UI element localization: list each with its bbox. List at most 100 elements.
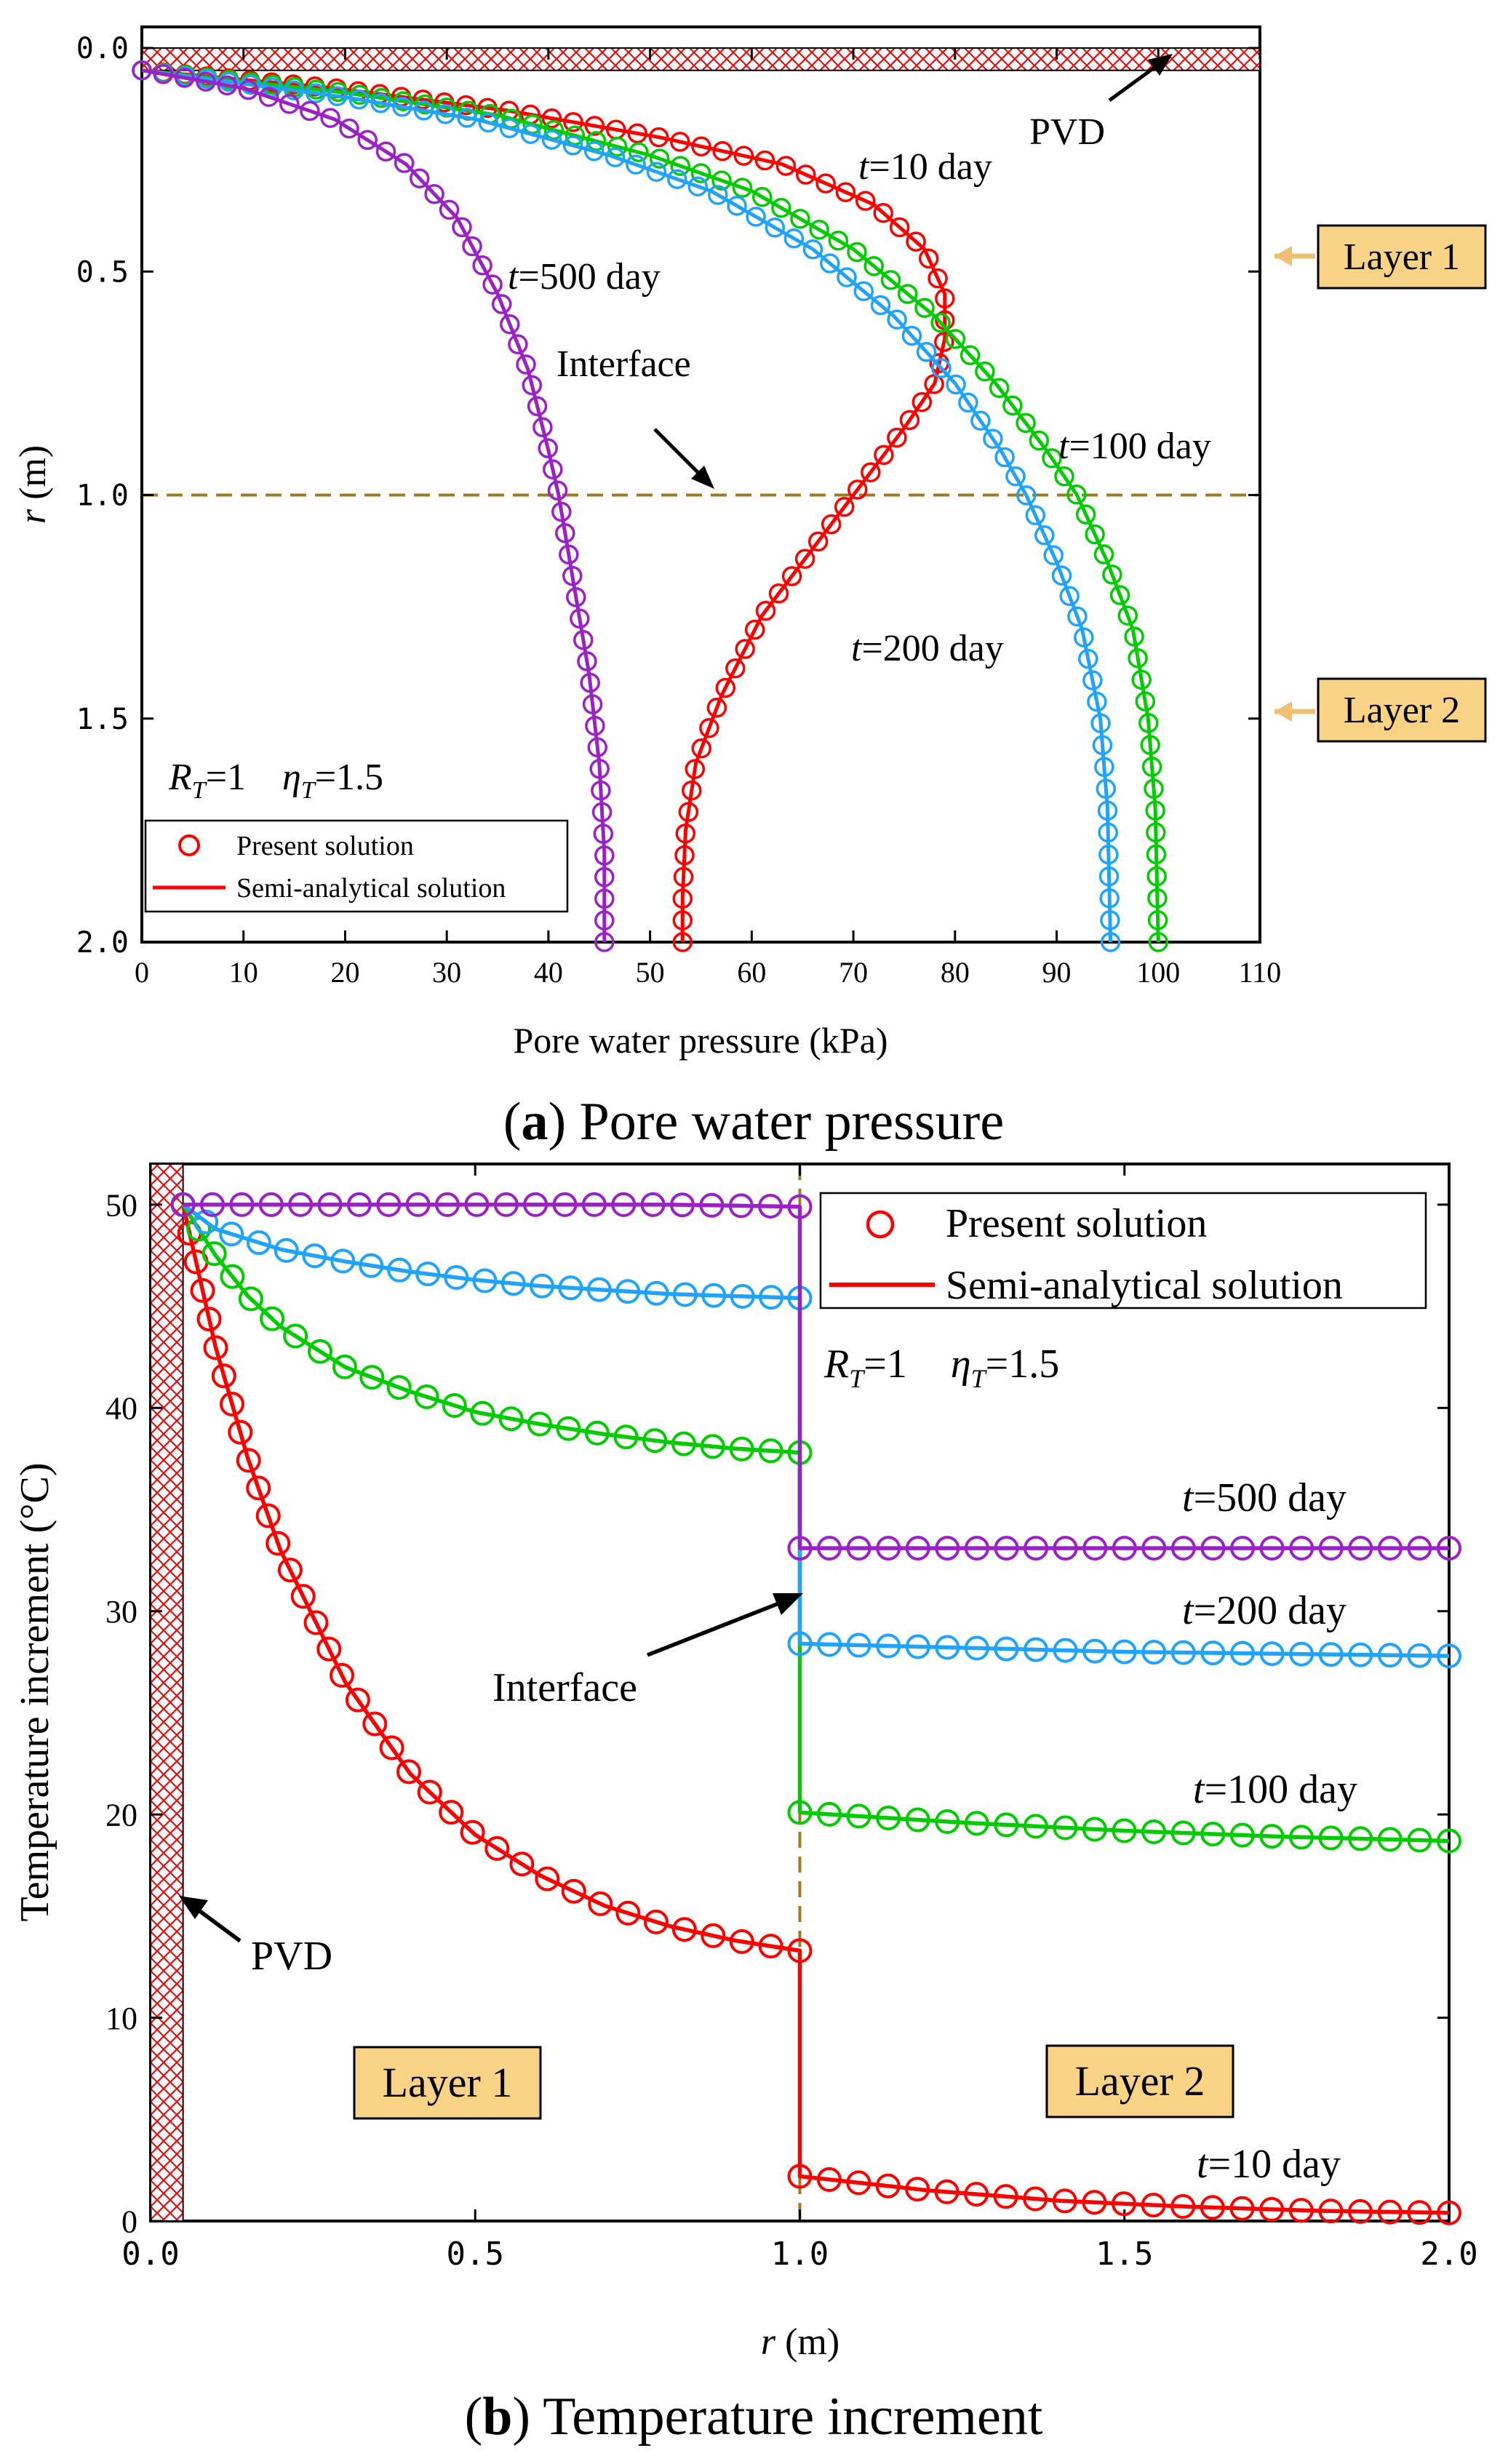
series-marker	[470, 1400, 495, 1426]
series-marker	[330, 1662, 354, 1688]
series-marker	[935, 1809, 960, 1834]
panel-a-interface-arrow	[653, 428, 700, 474]
panel-a-x-label: Pore water pressure (kPa)	[513, 1020, 887, 1061]
series-marker	[1135, 691, 1156, 711]
series-marker	[584, 116, 605, 136]
panel-a-interface-arrowhead	[691, 466, 714, 489]
series-marker	[444, 1265, 469, 1290]
series-marker	[594, 888, 615, 909]
series-marker	[196, 1307, 222, 1332]
series-marker	[1141, 1819, 1167, 1844]
series-marker	[547, 480, 568, 501]
series-marker	[931, 358, 952, 378]
series-marker	[873, 202, 893, 223]
panel-b-pvd-hatch	[150, 1163, 184, 2222]
y-tick-label: 1.0	[76, 479, 129, 513]
series-marker	[153, 64, 174, 84]
series-marker	[541, 108, 562, 129]
series-marker	[551, 501, 572, 522]
series-marker	[202, 1241, 227, 1267]
series-marker	[817, 1632, 842, 1657]
panel-b-layer2-label: Layer 2	[1075, 2057, 1205, 2105]
series-marker	[258, 87, 279, 107]
series-marker	[729, 1929, 754, 1954]
series-marker	[837, 267, 857, 287]
series-marker	[499, 118, 520, 139]
series-marker	[905, 1807, 930, 1833]
series-marker	[414, 1384, 439, 1409]
series-marker	[935, 1635, 960, 1660]
series-marker	[217, 75, 238, 96]
panel-a-layer2-tag: Layer 2	[1274, 677, 1487, 743]
series-marker	[787, 1536, 813, 1561]
series-marker	[376, 1192, 402, 1217]
panel-b-label-t500: t=500 day	[1182, 1475, 1347, 1520]
series-marker	[1024, 1536, 1048, 1561]
series-marker	[1318, 1642, 1344, 1667]
series-marker	[708, 185, 728, 205]
series-marker	[1259, 1824, 1285, 1849]
series-marker	[562, 565, 583, 586]
series-marker	[905, 1634, 930, 1659]
series-marker	[1100, 910, 1120, 930]
series-marker	[1437, 1643, 1461, 1669]
series-marker	[775, 156, 797, 176]
x-tick-label: 70	[839, 956, 868, 989]
series-marker	[735, 639, 755, 659]
series-marker	[905, 1536, 930, 1561]
series-marker	[861, 462, 881, 482]
series-marker	[1090, 713, 1111, 733]
panel-a-legend-box	[144, 819, 569, 913]
series-marker	[855, 191, 876, 211]
series-marker	[472, 255, 492, 276]
series-marker	[835, 182, 856, 202]
series-marker	[538, 438, 558, 458]
series-marker	[580, 672, 600, 693]
x-tick-label: 0.0	[121, 2236, 179, 2273]
x-tick-label: 90	[1042, 956, 1072, 989]
series-marker	[1112, 1639, 1137, 1664]
series-marker	[332, 1354, 357, 1379]
series-marker	[589, 759, 610, 779]
series-marker	[1067, 606, 1088, 627]
series-marker	[1259, 1641, 1285, 1667]
series-marker	[1054, 466, 1074, 487]
series-marker	[685, 759, 706, 779]
series-marker	[889, 217, 910, 238]
series-marker	[989, 378, 1010, 399]
series-marker	[1098, 844, 1119, 865]
series-marker	[1377, 1643, 1403, 1668]
series-marker	[899, 410, 920, 431]
series-marker	[339, 118, 359, 139]
series-marker	[807, 531, 829, 552]
series-marker	[439, 1800, 464, 1825]
series-marker	[787, 1800, 813, 1825]
series-marker	[649, 148, 670, 169]
series-marker	[277, 1558, 303, 1583]
series-marker	[1059, 586, 1080, 607]
series-marker	[359, 1253, 384, 1278]
panel-a-label-t500: t=500 day	[508, 256, 661, 298]
series-marker	[1147, 910, 1168, 930]
panel-a-pvd-arrowhead	[1148, 54, 1173, 76]
series-marker	[918, 248, 939, 269]
panel-a-pore-pressure: 0 10 20 30 40 50 60 70 80 90 100 110 0.0 0.5 1.0 1.5 2.…	[12, 25, 1487, 1152]
series-marker	[1230, 1536, 1255, 1561]
series-marker	[700, 1434, 725, 1459]
series-marker	[672, 910, 693, 930]
series-marker	[817, 1801, 842, 1827]
series-marker	[1437, 2200, 1461, 2225]
series-marker	[674, 845, 695, 866]
panel-a-y-ticks: 0.0 0.5 1.0 1.5 2.0	[76, 32, 1260, 960]
series-marker	[671, 1431, 696, 1456]
series-marker	[876, 1806, 901, 1830]
series-marker	[934, 2179, 960, 2204]
series-marker	[1005, 466, 1026, 487]
series-marker	[847, 479, 868, 500]
series-marker	[362, 1711, 388, 1737]
series-marker	[754, 150, 775, 171]
series-marker	[1094, 757, 1114, 778]
x-tick-label: 50	[636, 956, 665, 989]
series-marker	[586, 131, 607, 151]
panel-b-interface-arrowhead	[773, 1593, 803, 1615]
